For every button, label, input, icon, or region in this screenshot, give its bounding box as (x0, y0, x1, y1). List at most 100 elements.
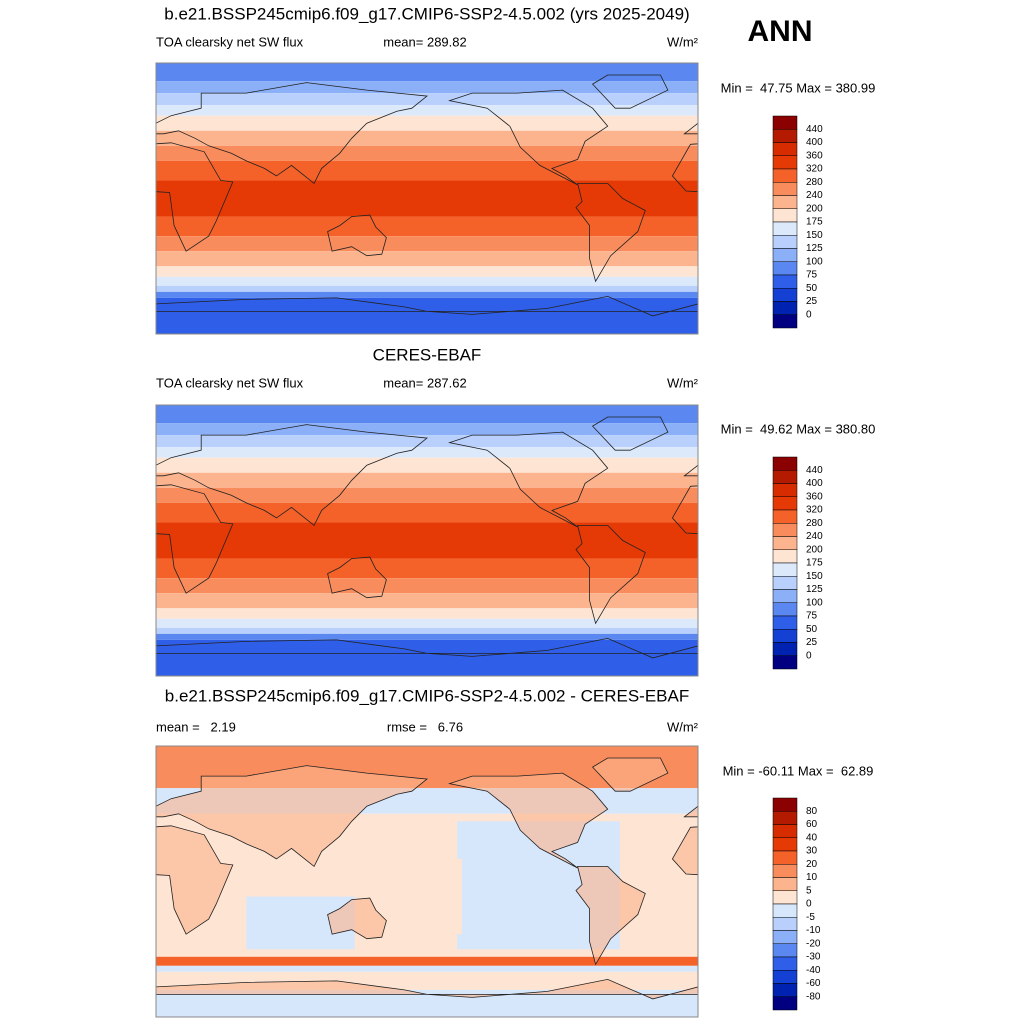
colorbar-box (772, 824, 798, 838)
coastline (34, 866, 103, 964)
coastline (327, 897, 387, 940)
colorbar-label: 240 (806, 190, 823, 201)
coastline (0, 773, 66, 868)
units: W/m² (667, 375, 699, 390)
coastline (870, 215, 929, 256)
map-band (156, 578, 698, 594)
map-band (156, 251, 698, 267)
min-max: Min = 49.62 Max = 380.80 (721, 421, 876, 436)
coastline (156, 82, 429, 185)
map-band (156, 160, 698, 181)
coastline (327, 556, 387, 599)
coastline (156, 297, 428, 312)
map-band (156, 130, 698, 146)
center-subtitle: mean= 289.82 (383, 34, 466, 49)
coastline (327, 214, 387, 257)
colorbar-label: 40 (806, 832, 818, 843)
colorbar-box (772, 536, 798, 550)
map (0, 63, 929, 334)
colorbar-label: -80 (806, 991, 821, 1002)
colorbar-label: 100 (806, 597, 823, 608)
coastline (683, 805, 698, 818)
coastline (575, 866, 646, 966)
map-band (156, 423, 698, 436)
colorbar-label: 60 (806, 819, 818, 830)
map-band (156, 93, 698, 106)
coastline (34, 183, 103, 281)
map-frame (155, 404, 699, 677)
coastline (448, 89, 609, 186)
colorbar-label: -10 (806, 925, 821, 936)
coastline (575, 525, 646, 625)
map-band (156, 457, 698, 473)
map-band (156, 965, 698, 972)
coastline (671, 826, 698, 876)
colorbar-box (772, 261, 798, 276)
colorbar-label: 175 (806, 217, 823, 228)
map-band (156, 447, 698, 458)
colorbar-box (772, 155, 798, 170)
colorbar-label: 360 (806, 491, 823, 502)
colorbar-box (772, 877, 798, 891)
map-band (156, 266, 698, 277)
coastline (51, 417, 126, 450)
colorbar-label: 30 (806, 846, 818, 857)
colorbar-label: 280 (806, 177, 823, 188)
map-band (156, 593, 698, 609)
colorbar-box (772, 576, 798, 590)
map (34, 405, 929, 676)
colorbar-box (772, 983, 798, 997)
colorbar-box (772, 864, 798, 878)
colorbar-label: 200 (806, 544, 823, 555)
colorbar-label: 0 (806, 650, 812, 661)
left-subtitle: mean = 2.19 (156, 719, 236, 734)
map-band (156, 216, 698, 237)
coastline (591, 416, 669, 451)
colorbar-label: 100 (806, 256, 823, 267)
colorbar-box (772, 903, 798, 918)
colorbar-label: 150 (806, 230, 823, 241)
map-band (156, 115, 698, 131)
colorbar-label: 240 (806, 531, 823, 542)
coastline (591, 74, 669, 109)
season-label: ANN (748, 15, 813, 48)
colorbar-label: 200 (806, 203, 823, 214)
colorbar-box (772, 221, 798, 236)
colorbar-box (772, 956, 798, 971)
colorbar-label: 440 (806, 465, 823, 476)
coastline (51, 75, 126, 108)
map-band (156, 472, 698, 488)
colorbar-label: 320 (806, 505, 823, 516)
colorbar-box (772, 288, 798, 302)
colorbar-box (772, 850, 798, 865)
coastline (34, 525, 103, 623)
colorbar-label: 20 (806, 859, 818, 870)
coastline (426, 295, 698, 317)
coastline (0, 90, 66, 185)
map-band (156, 81, 698, 94)
colorbar-box (772, 602, 798, 617)
coastline (683, 122, 698, 135)
colorbar-label: 280 (806, 518, 823, 529)
min-max: Min = -60.11 Max = 62.89 (723, 763, 874, 778)
coastline (870, 557, 929, 598)
colorbar-label: 360 (806, 150, 823, 161)
colorbar-box (772, 917, 798, 931)
colorbar-label: 400 (806, 137, 823, 148)
colorbar-box (772, 248, 798, 262)
coastline (156, 765, 429, 868)
colorbar-box (772, 509, 798, 524)
colorbar-label: -40 (806, 965, 821, 976)
min-max: Min = 47.75 Max = 380.99 (721, 80, 876, 95)
colorbar-box (772, 943, 798, 958)
center-subtitle: rmse = 6.76 (387, 719, 463, 734)
colorbar-label: 175 (806, 558, 823, 569)
colorbar-box (772, 168, 798, 183)
colorbar-box (772, 930, 798, 944)
colorbar-box (772, 314, 798, 329)
map-band (156, 276, 698, 286)
coastline (591, 757, 669, 792)
coastline (156, 980, 428, 995)
